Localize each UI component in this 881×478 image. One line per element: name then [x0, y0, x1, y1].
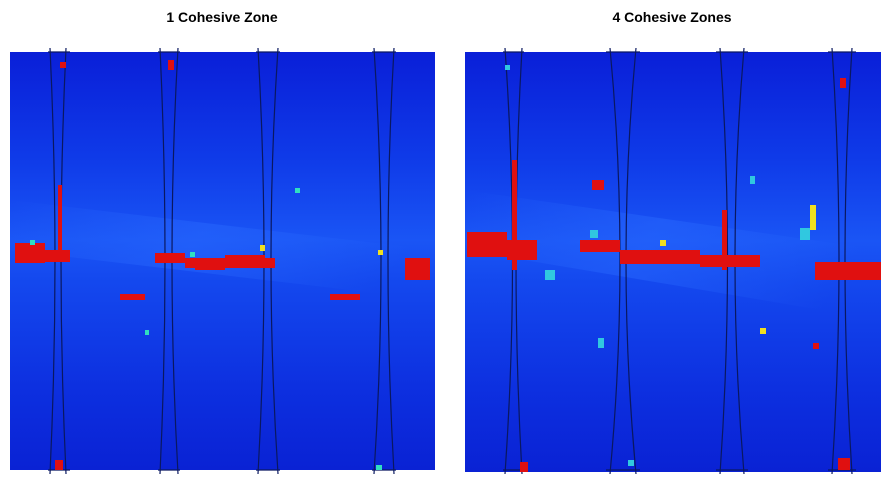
simulation-panel [465, 47, 881, 475]
simulation-panel [10, 47, 435, 475]
panel-title: 1 Cohesive Zone [166, 9, 277, 25]
panel-title: 4 Cohesive Zones [612, 9, 731, 25]
